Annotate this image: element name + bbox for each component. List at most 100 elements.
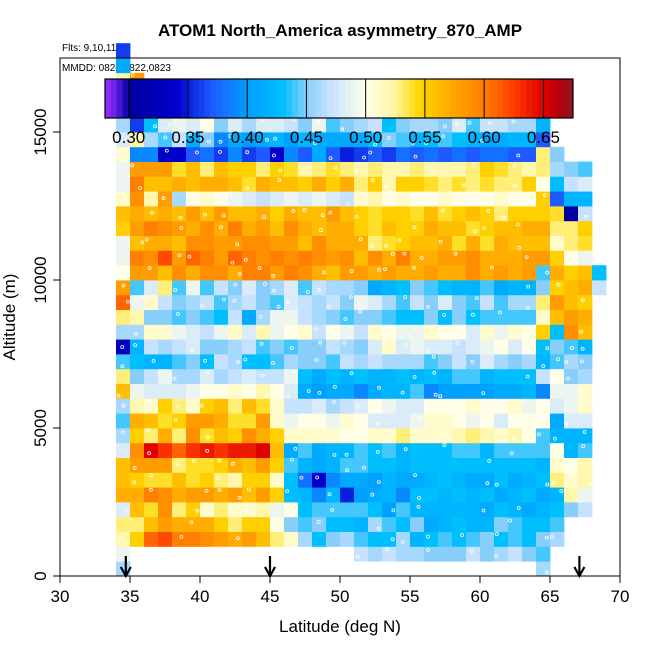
heatmap-cell [382,502,397,518]
heatmap-cell [312,309,327,325]
arrow-head [119,566,132,579]
heatmap-cell [186,368,201,384]
heatmap-cell [256,146,271,162]
heatmap-cell [494,413,509,429]
heatmap-cell [466,235,481,251]
sample-marker [385,547,390,551]
colorbar-segment [444,79,451,118]
heatmap-cell [508,132,523,148]
sample-marker [228,134,233,138]
sample-marker [121,430,125,435]
heatmap-cell [452,280,467,296]
heatmap-cell [214,280,229,296]
heatmap-cell [522,354,537,370]
heatmap-cell [186,250,201,266]
heatmap-cell [578,442,593,458]
sample-marker [299,475,304,480]
heatmap-cell [130,531,145,547]
sample-marker [206,195,211,200]
sample-marker [494,482,499,487]
heatmap-cell [172,309,187,325]
heatmap-cell [480,487,495,503]
heatmap-cell [340,502,355,518]
heatmap-cell [550,265,565,281]
heatmap-cell [130,220,145,236]
heatmap-cell [550,176,565,192]
heatmap-cell [466,502,481,518]
heatmap-cell [592,280,607,296]
heatmap-cell [578,176,593,192]
heatmap-cell [368,546,383,562]
heatmap-cell [130,309,145,325]
heatmap-cell [354,413,369,429]
sample-marker [377,385,382,390]
sample-marker [442,313,447,317]
heatmap-cell [424,191,439,207]
heatmap-cell [368,176,383,192]
y-tick-label: 10000 [31,256,50,303]
colorbar-segment [204,79,211,118]
heatmap-cell [368,309,383,325]
sample-marker [453,251,458,256]
heatmap-cell [130,413,145,429]
sample-marker [327,492,332,497]
heatmap-cell [424,546,439,562]
sample-marker [442,124,447,129]
heatmap-cell [424,413,439,429]
heatmap-cell [256,191,271,207]
heatmap-cell [326,146,341,162]
heatmap-cell [200,146,215,162]
sample-marker [121,283,126,288]
heatmap-cell [396,531,411,547]
heatmap-cell [382,235,397,251]
heatmap-cell [452,383,467,399]
heatmap-cell [172,457,187,473]
heatmap-cell [284,413,299,429]
heatmap-cell [410,220,425,236]
heatmap-cell [424,502,439,518]
heatmap-cell [354,176,369,192]
heatmap-cell [186,354,201,370]
heatmap-cell [452,398,467,414]
sample-marker [424,141,429,145]
heatmap-cell [214,294,229,310]
heatmap-cell [326,516,341,532]
heatmap-cell [270,428,285,444]
heatmap-cell [452,502,467,518]
heatmap-cell [270,442,285,458]
heatmap-cell [298,472,313,488]
sample-marker [187,254,192,259]
heatmap-cell [368,472,383,488]
heatmap-cell [578,472,593,488]
heatmap-cell [326,176,341,192]
colorbar-segment [145,79,153,118]
heatmap-cell [214,487,229,503]
heatmap-cell [508,265,523,281]
heatmap-cell [564,428,579,444]
down-arrow-icon [573,556,586,579]
sample-marker [412,326,417,331]
heatmap-cell [116,472,131,488]
heatmap-cell [312,442,327,458]
heatmap-cell [508,161,523,177]
heatmap-cell [466,265,481,281]
heatmap-cell [228,280,243,296]
colorbar-segment [368,79,375,118]
sample-marker [418,416,423,421]
sample-marker [474,296,479,301]
sample-marker [376,526,381,531]
heatmap-cell [354,235,369,251]
heatmap-cell [396,428,411,444]
heatmap-cell [256,398,271,414]
heatmap-cell [480,280,495,296]
heatmap-cell [186,339,201,355]
sample-marker [229,191,234,196]
heatmap-cell [494,487,509,503]
heatmap-cell [312,294,327,310]
heatmap-cell [382,531,397,547]
sample-marker [403,447,408,452]
sample-marker [305,290,310,294]
heatmap-cell [522,220,537,236]
heatmap-cell [466,176,481,192]
sample-marker [544,535,549,540]
